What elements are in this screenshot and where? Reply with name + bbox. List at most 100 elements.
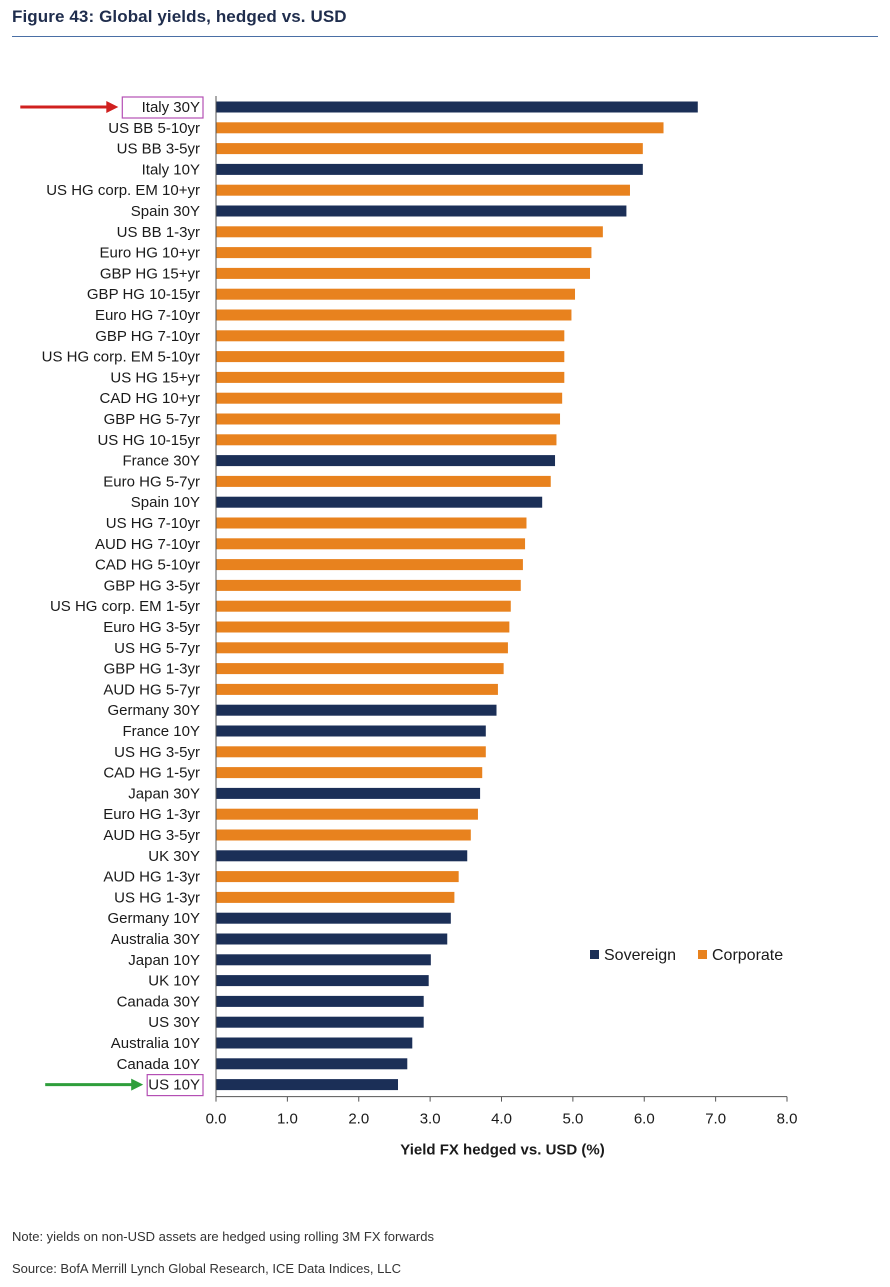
bar-us-bb-1-3yr xyxy=(216,226,603,238)
legend-label-corporate: Corporate xyxy=(712,947,783,964)
bar-us-10y xyxy=(216,1079,399,1091)
bar-australia-30y xyxy=(216,933,448,945)
legend-swatch-corporate xyxy=(698,950,707,959)
category-label-euro-hg-5-7yr: Euro HG 5-7yr xyxy=(103,473,200,490)
chart-source: Source: BofA Merrill Lynch Global Resear… xyxy=(12,1261,401,1276)
category-label-us-hg-corp-em-5-10yr: US HG corp. EM 5-10yr xyxy=(42,349,200,366)
category-label-gbp-hg-3-5yr: GBP HG 3-5yr xyxy=(104,577,200,594)
chart-note: Note: yields on non-USD assets are hedge… xyxy=(12,1229,434,1244)
legend-label-sovereign: Sovereign xyxy=(604,947,676,964)
bar-italy-30y xyxy=(216,101,698,113)
x-tick-label-1: 1.0 xyxy=(277,1111,298,1128)
category-label-aud-hg-3-5yr: AUD HG 3-5yr xyxy=(103,827,200,844)
category-label-australia-10y: Australia 10Y xyxy=(111,1035,200,1052)
title-divider xyxy=(12,36,878,37)
bar-us-hg-10-15yr xyxy=(216,434,557,446)
bar-cad-hg-10-yr xyxy=(216,392,563,404)
bar-aud-hg-7-10yr xyxy=(216,538,526,550)
bar-gbp-hg-3-5yr xyxy=(216,579,521,591)
bar-gbp-hg-1-3yr xyxy=(216,663,504,675)
bar-aud-hg-5-7yr xyxy=(216,683,498,695)
bar-us-hg-3-5yr xyxy=(216,746,486,758)
category-label-uk-30y: UK 30Y xyxy=(148,848,200,865)
bar-germany-30y xyxy=(216,704,497,716)
bar-us-hg-1-3yr xyxy=(216,891,455,903)
bar-chart: Italy 30Y US BB 5-10yr US BB 3-5yr Italy 10… xyxy=(20,96,798,1159)
category-label-japan-30y: Japan 30Y xyxy=(128,785,200,802)
legend-swatch-sovereign xyxy=(590,950,599,959)
bar-euro-hg-3-5yr xyxy=(216,621,510,633)
category-label-canada-10y: Canada 10Y xyxy=(117,1056,200,1073)
category-label-aud-hg-7-10yr: AUD HG 7-10yr xyxy=(95,536,200,553)
bar-uk-10y xyxy=(216,975,429,987)
category-label-us-bb-1-3yr: US BB 1-3yr xyxy=(117,224,200,241)
category-label-italy-10y: Italy 10Y xyxy=(142,161,200,178)
bar-us-bb-3-5yr xyxy=(216,143,643,155)
bar-aud-hg-3-5yr xyxy=(216,829,471,841)
bar-euro-hg-10-yr xyxy=(216,247,592,259)
highlight-box-italy-30y xyxy=(121,96,204,119)
bar-france-30y xyxy=(216,455,556,467)
category-label-aud-hg-1-3yr: AUD HG 1-3yr xyxy=(103,869,200,886)
category-label-us-hg-15-yr: US HG 15+yr xyxy=(110,369,200,386)
category-label-us-30y: US 30Y xyxy=(148,1014,200,1031)
category-label-uk-10y: UK 10Y xyxy=(148,973,200,990)
bar-gbp-hg-10-15yr xyxy=(216,288,576,300)
category-label-us-hg-corp-em-1-5yr: US HG corp. EM 1-5yr xyxy=(50,598,200,615)
bar-us-hg-7-10yr xyxy=(216,517,527,529)
top-arrow-head xyxy=(106,101,119,113)
bar-cad-hg-5-10yr xyxy=(216,559,523,571)
category-label-us-hg-1-3yr: US HG 1-3yr xyxy=(114,889,200,906)
x-tick-label-4: 4.0 xyxy=(491,1111,512,1128)
category-label-cad-hg-5-10yr: CAD HG 5-10yr xyxy=(95,557,200,574)
category-label-italy-30y: Italy 30Y xyxy=(142,99,200,116)
category-label-us-hg-5-7yr: US HG 5-7yr xyxy=(114,640,200,657)
category-label-us-bb-3-5yr: US BB 3-5yr xyxy=(117,141,200,158)
bar-euro-hg-7-10yr xyxy=(216,309,572,321)
bar-uk-30y xyxy=(216,850,468,862)
category-label-cad-hg-10-yr: CAD HG 10+yr xyxy=(100,390,200,407)
x-tick-label-5: 5.0 xyxy=(562,1111,583,1128)
category-label-germany-10y: Germany 10Y xyxy=(107,910,200,927)
x-axis-label: Yield FX hedged vs. USD (%) xyxy=(400,1142,604,1159)
category-label-us-10y: US 10Y xyxy=(148,1077,200,1094)
bar-euro-hg-1-3yr xyxy=(216,808,478,820)
bar-us-hg-corp-em-10-yr xyxy=(216,184,630,196)
category-label-gbp-hg-1-3yr: GBP HG 1-3yr xyxy=(104,661,200,678)
x-tick-label-7: 7.0 xyxy=(705,1111,726,1128)
bar-us-bb-5-10yr xyxy=(216,122,664,134)
category-label-canada-30y: Canada 30Y xyxy=(117,993,200,1010)
bar-euro-hg-5-7yr xyxy=(216,475,551,487)
x-tick-label-8: 8.0 xyxy=(777,1111,798,1128)
category-label-euro-hg-1-3yr: Euro HG 1-3yr xyxy=(103,806,200,823)
bar-cad-hg-1-5yr xyxy=(216,767,483,779)
bar-spain-30y xyxy=(216,205,627,217)
category-label-euro-hg-3-5yr: Euro HG 3-5yr xyxy=(103,619,200,636)
category-label-japan-10y: Japan 10Y xyxy=(128,952,200,969)
category-label-australia-30y: Australia 30Y xyxy=(111,931,200,948)
category-label-cad-hg-1-5yr: CAD HG 1-5yr xyxy=(103,765,200,782)
bar-us-hg-corp-em-1-5yr xyxy=(216,600,511,612)
bar-gbp-hg-15-yr xyxy=(216,267,591,279)
category-label-us-hg-3-5yr: US HG 3-5yr xyxy=(114,744,200,761)
bar-us-hg-5-7yr xyxy=(216,642,508,654)
category-label-france-30y: France 30Y xyxy=(122,453,200,470)
bar-japan-10y xyxy=(216,954,431,966)
category-label-us-hg-10-15yr: US HG 10-15yr xyxy=(97,432,200,449)
bar-canada-30y xyxy=(216,995,424,1007)
bar-us-30y xyxy=(216,1016,424,1028)
x-tick-label-6: 6.0 xyxy=(634,1111,655,1128)
category-label-germany-30y: Germany 30Y xyxy=(107,702,200,719)
category-label-us-hg-corp-em-10-yr: US HG corp. EM 10+yr xyxy=(46,182,200,199)
bar-germany-10y xyxy=(216,912,451,924)
bar-canada-10y xyxy=(216,1058,408,1070)
bar-japan-30y xyxy=(216,787,481,799)
bar-italy-10y xyxy=(216,163,643,175)
category-label-gbp-hg-5-7yr: GBP HG 5-7yr xyxy=(104,411,200,428)
category-label-euro-hg-7-10yr: Euro HG 7-10yr xyxy=(95,307,200,324)
category-label-spain-30y: Spain 30Y xyxy=(131,203,200,220)
bar-australia-10y xyxy=(216,1037,413,1049)
x-tick-label-3: 3.0 xyxy=(420,1111,441,1128)
bar-us-hg-corp-em-5-10yr xyxy=(216,351,565,363)
category-label-spain-10y: Spain 10Y xyxy=(131,494,200,511)
